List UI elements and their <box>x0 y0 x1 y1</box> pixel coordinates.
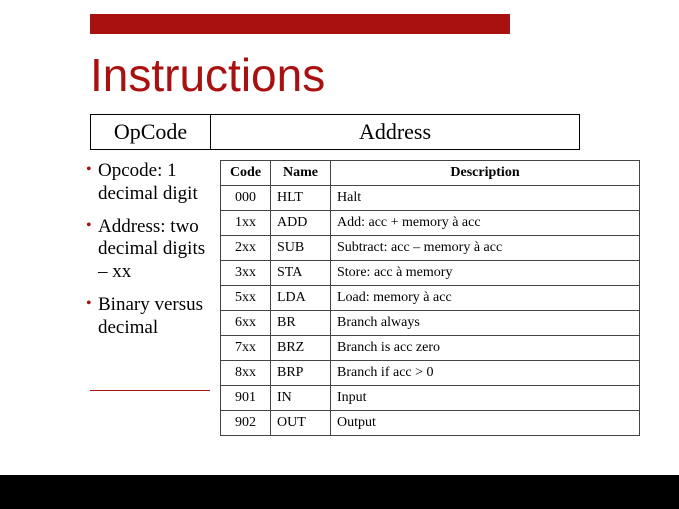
cell-code: 6xx <box>221 311 271 336</box>
cell-name: IN <box>271 386 331 411</box>
cell-description: Branch always <box>331 311 640 336</box>
cell-description: Store: acc à memory <box>331 261 640 286</box>
table-row: 6xxBRBranch always <box>221 311 640 336</box>
cell-name: LDA <box>271 286 331 311</box>
cell-name: STA <box>271 261 331 286</box>
table-row: 901INInput <box>221 386 640 411</box>
col-name: Name <box>271 161 331 186</box>
bullet-list: Opcode: 1 decimal digit Address: two dec… <box>86 160 216 350</box>
cell-description: Halt <box>331 186 640 211</box>
cell-code: 7xx <box>221 336 271 361</box>
cell-code: 901 <box>221 386 271 411</box>
cell-name: SUB <box>271 236 331 261</box>
cell-code: 5xx <box>221 286 271 311</box>
table-row: 1xxADDAdd: acc + memory à acc <box>221 211 640 236</box>
col-code: Code <box>221 161 271 186</box>
cell-description: Branch is acc zero <box>331 336 640 361</box>
accent-bar <box>90 14 510 34</box>
cell-code: 902 <box>221 411 271 436</box>
header-address-cell: Address <box>211 115 580 150</box>
cell-name: OUT <box>271 411 331 436</box>
cell-name: BR <box>271 311 331 336</box>
table-row: 000HLTHalt <box>221 186 640 211</box>
table-row: 3xxSTAStore: acc à memory <box>221 261 640 286</box>
table-row: 2xxSUBSubtract: acc – memory à acc <box>221 236 640 261</box>
cell-description: Load: memory à acc <box>331 286 640 311</box>
cell-name: HLT <box>271 186 331 211</box>
table-row: 8xxBRPBranch if acc > 0 <box>221 361 640 386</box>
instruction-format-table: OpCode Address <box>90 114 580 150</box>
col-description: Description <box>331 161 640 186</box>
cell-description: Output <box>331 411 640 436</box>
cell-code: 8xx <box>221 361 271 386</box>
cell-code: 1xx <box>221 211 271 236</box>
opcode-table: Code Name Description 000HLTHalt1xxADDAd… <box>220 160 640 436</box>
table-row: 5xxLDALoad: memory à acc <box>221 286 640 311</box>
cell-code: 000 <box>221 186 271 211</box>
horizontal-rule <box>90 390 210 391</box>
bullet-item: Opcode: 1 decimal digit <box>86 160 216 206</box>
cell-name: ADD <box>271 211 331 236</box>
bullet-item: Binary versus decimal <box>86 294 216 340</box>
table-row: 902OUTOutput <box>221 411 640 436</box>
cell-description: Subtract: acc – memory à acc <box>331 236 640 261</box>
header-opcode-cell: OpCode <box>91 115 211 150</box>
table-row: 7xxBRZBranch is acc zero <box>221 336 640 361</box>
cell-name: BRZ <box>271 336 331 361</box>
slide: Instructions OpCode Address Opcode: 1 de… <box>0 0 679 475</box>
slide-title: Instructions <box>90 48 325 102</box>
cell-code: 3xx <box>221 261 271 286</box>
cell-name: BRP <box>271 361 331 386</box>
cell-description: Input <box>331 386 640 411</box>
cell-code: 2xx <box>221 236 271 261</box>
bullet-item: Address: two decimal digits – xx <box>86 216 216 284</box>
cell-description: Branch if acc > 0 <box>331 361 640 386</box>
cell-description: Add: acc + memory à acc <box>331 211 640 236</box>
